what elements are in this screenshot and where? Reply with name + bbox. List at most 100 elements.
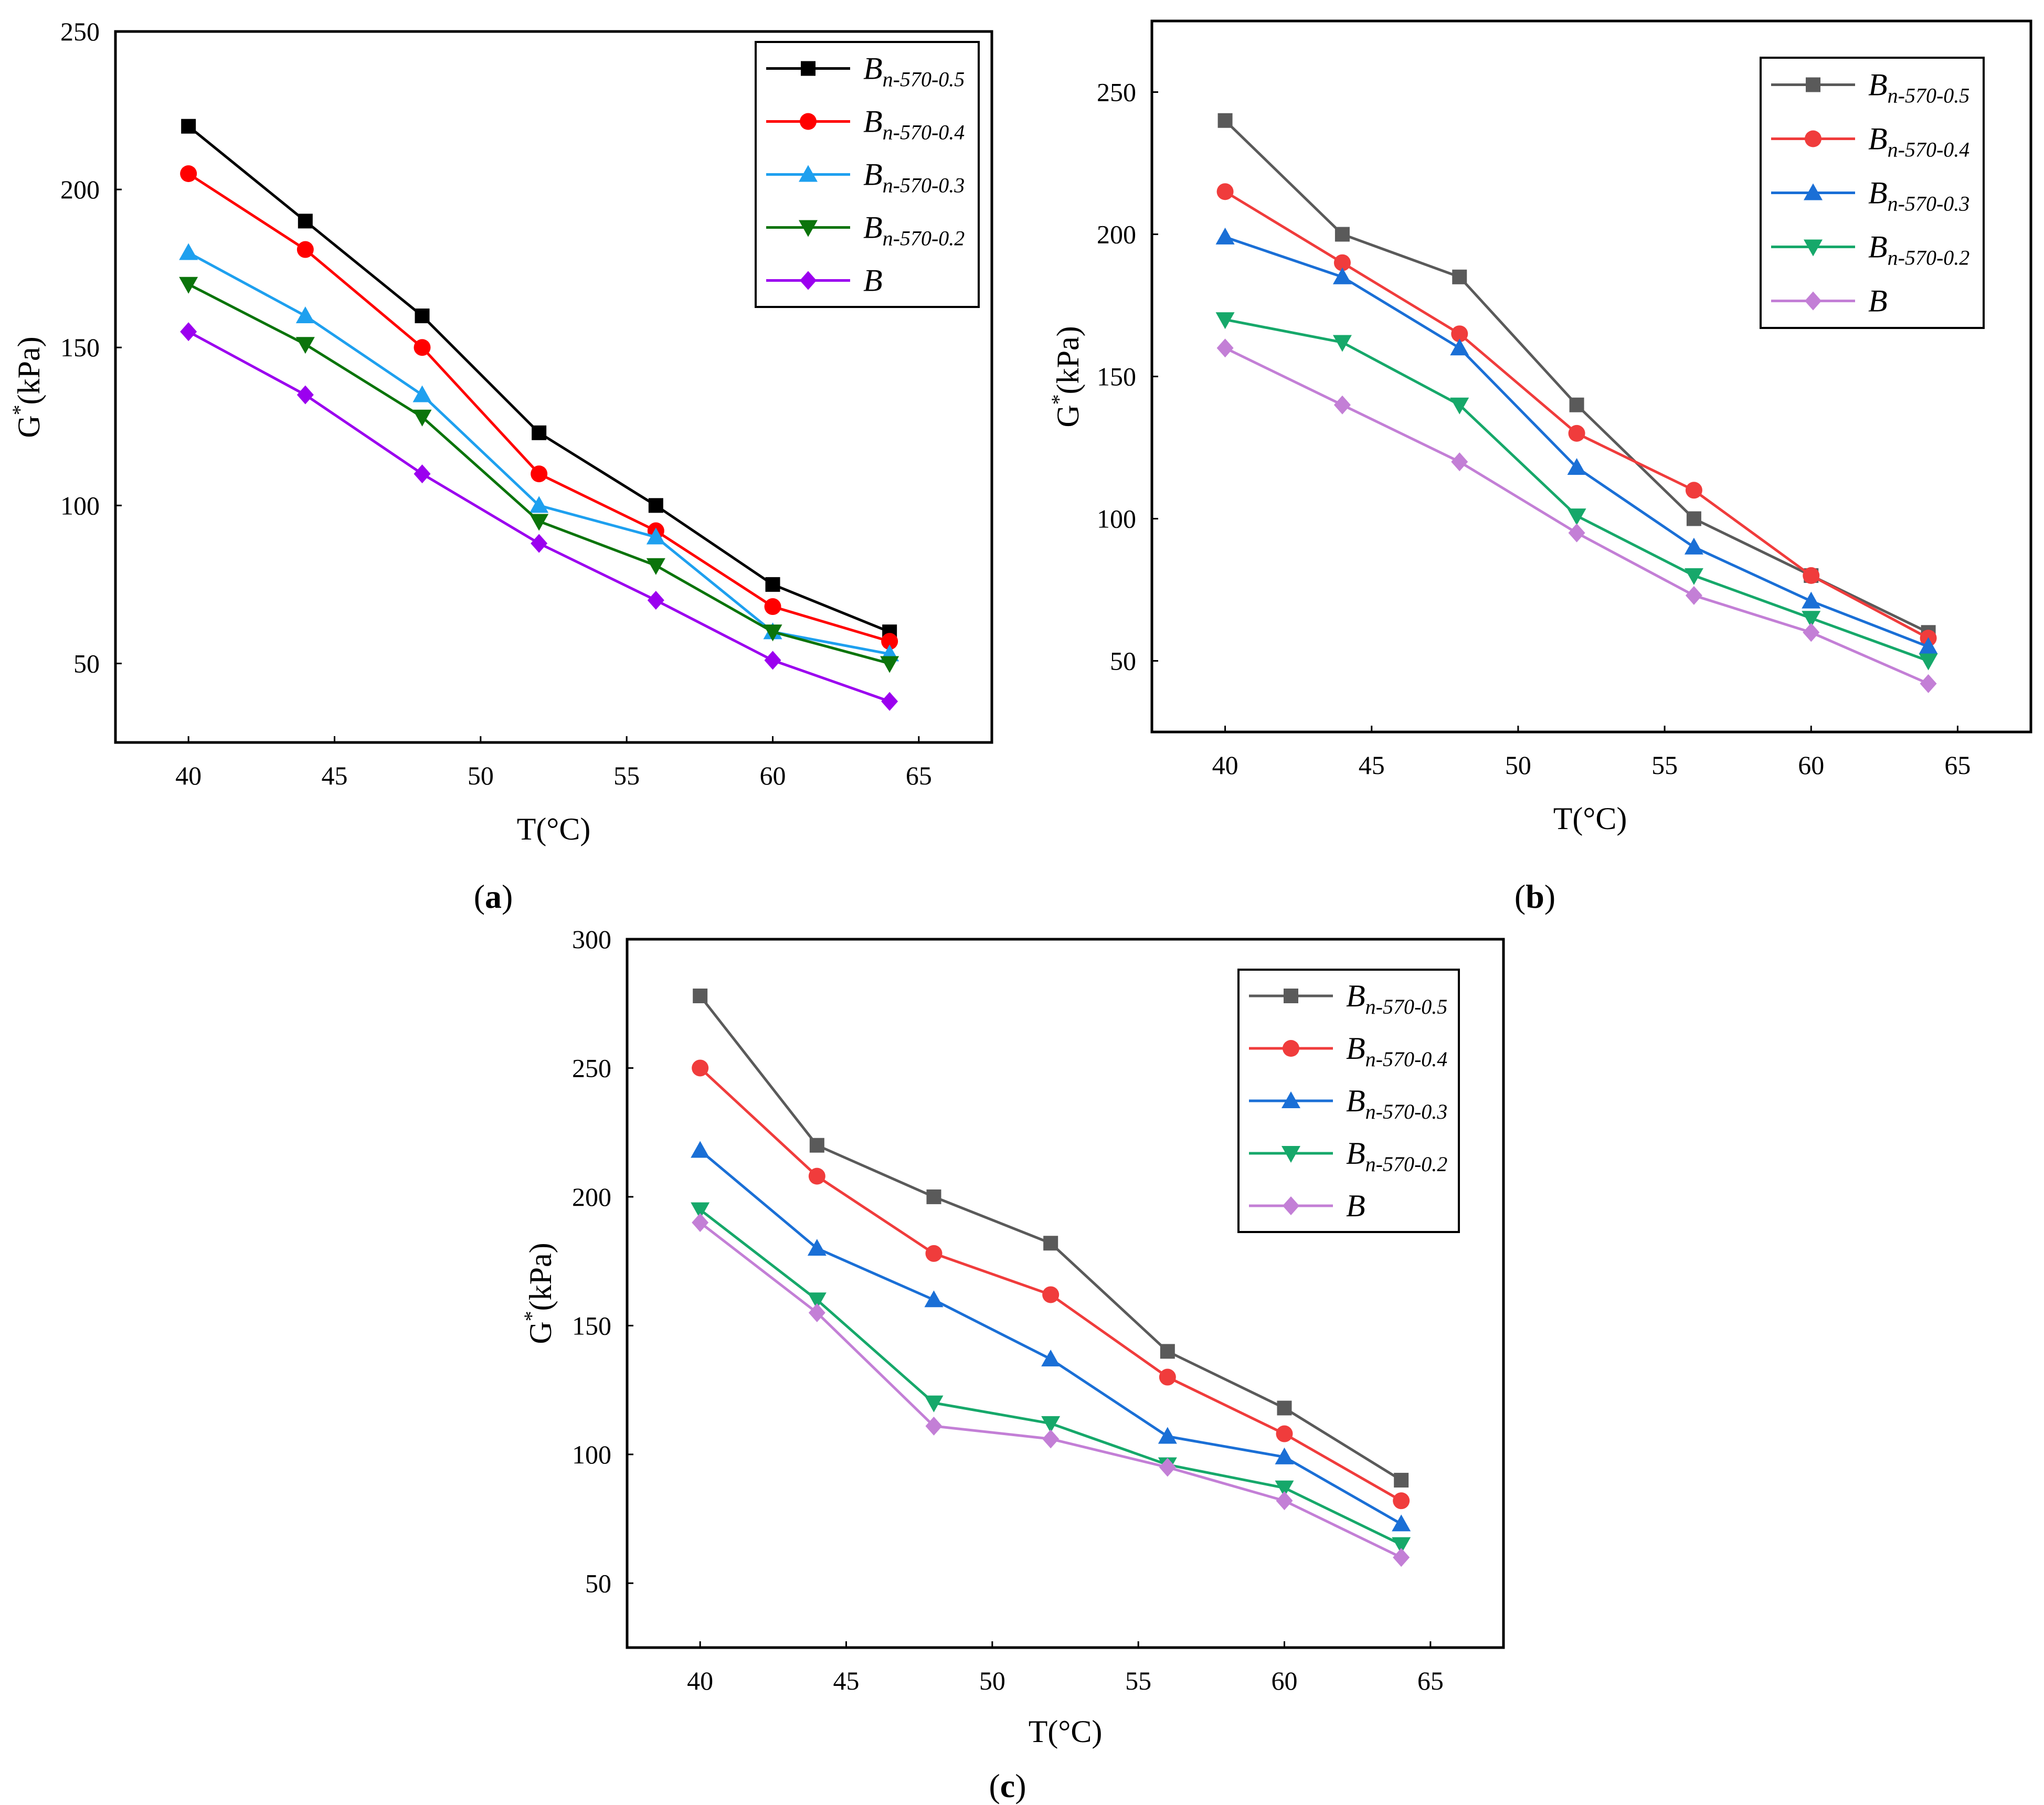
chart-panel-c: 40 45 50 55 60 65 50 100 150 200 250 300 T(°C) G*(kPa… [520,925,1505,1804]
data-point [926,1189,941,1204]
data-point [924,1290,944,1308]
data-point [1685,482,1702,499]
series-line [187,251,890,655]
data-point [1394,1472,1409,1488]
panel-label-close: ) [502,878,513,915]
y-tick-label: 150 [1097,362,1136,391]
data-point [1567,508,1586,526]
legend-marker [800,113,817,130]
legend-entry-name: B [863,157,883,192]
data-point [1919,637,1938,654]
data-point [647,591,664,610]
series-3 [179,277,899,673]
legend-entry-sub: n-570-0.3 [1888,192,1970,216]
y-axis-label-base: G [12,415,46,438]
data-point [1685,586,1702,605]
data-point [1041,1416,1061,1433]
panel-label: (a) [474,878,513,915]
x-tick-label: 40 [175,761,202,790]
data-point [648,498,663,513]
data-point [1276,1425,1293,1442]
data-point [1684,537,1703,555]
legend-entry-name: B [863,104,883,139]
data-point [1803,567,1820,584]
y-tick-label: 150 [572,1311,611,1340]
chart-panel-b: 40 45 50 55 60 65 50 100 150 200 250 T(°C) G*(kPa) Bn… [1047,19,2032,915]
legend-entry: Bn-570-0.2 [1868,230,1969,270]
data-point [179,277,198,294]
legend-marker [800,271,817,290]
legend-entry-sub: n-570-0.3 [1365,1100,1448,1123]
series-4 [1216,338,1937,693]
y-tick-label: 250 [572,1053,611,1082]
data-point [1275,1480,1294,1498]
panel-label: (b) [1515,878,1555,915]
panel-label-open: ( [1515,878,1526,915]
y-axis-label-base: G [523,1321,558,1344]
data-point [691,1202,710,1219]
legend-entry: Bn-570-0.2 [863,210,965,250]
legend-entry: Bn-570-0.5 [863,51,965,91]
x-tick-label: 40 [1212,750,1238,780]
data-point [529,496,549,513]
legend-entry-name: B [1346,1031,1365,1066]
data-point [765,577,780,592]
panel-label-close: ) [1015,1767,1026,1804]
data-point [180,165,197,182]
y-axis-label-sup: * [520,1311,543,1321]
series-2 [1215,227,1938,654]
y-tick-label: 250 [60,17,100,46]
y-axis-label-base: G [1051,405,1085,427]
y-axis-label-unit: (kPa) [1051,326,1085,394]
x-tick-label: 65 [1944,750,1971,780]
data-point [1684,568,1703,585]
legend-entry-sub: n-570-0.2 [1888,246,1970,270]
data-point [1332,267,1352,284]
data-point [1041,1350,1061,1367]
data-point [807,1239,827,1256]
data-point [1042,1429,1060,1449]
data-point [296,241,314,258]
legend-entry-sub: n-570-0.2 [1365,1152,1448,1176]
data-point [881,633,898,650]
data-point [1159,1458,1176,1477]
data-point [646,527,665,545]
panel-label-open: ( [474,878,485,915]
data-point [763,624,782,642]
y-axis-label-sup: * [8,405,31,415]
data-point [1158,1427,1177,1444]
legend-marker [801,61,816,76]
data-point [1450,338,1469,356]
x-tick-label: 50 [979,1666,1005,1695]
data-point [692,1059,709,1077]
data-point [1042,1286,1060,1303]
data-point [880,656,899,673]
x-tick-label: 60 [1272,1666,1298,1695]
data-point [1568,424,1585,442]
data-point [924,1395,944,1413]
x-axis-label: T(°C) [1029,1714,1103,1749]
data-point [1332,335,1352,352]
plot-frame [114,30,993,744]
data-point [1567,458,1586,475]
data-point [1215,227,1235,245]
legend-entry: B [863,263,883,298]
data-point [925,1245,942,1262]
y-tick-label: 200 [572,1182,611,1212]
y-axis-label: G*(kPa) [1047,326,1085,427]
series-2 [691,1141,1411,1532]
data-point [415,309,430,323]
panel-label-open: ( [989,1767,1000,1804]
legend-entry-name: B [1346,979,1365,1013]
y-tick-label: 50 [1110,646,1136,676]
series-3 [691,1202,1411,1554]
series-1 [1216,183,1937,647]
data-point [1802,611,1821,628]
x-tick-label: 55 [1125,1666,1151,1695]
data-point [414,339,431,356]
y-tick-label: 50 [585,1568,611,1598]
legend-entry-sub: n-570-0.3 [883,174,965,197]
legend-marker [1284,989,1298,1003]
panel-label: (c) [989,1767,1026,1804]
